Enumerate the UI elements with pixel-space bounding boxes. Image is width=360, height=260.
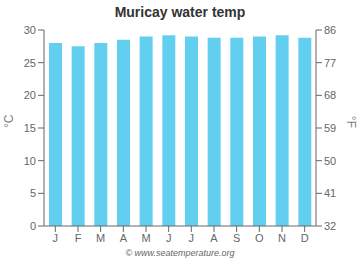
svg-text:86: 86: [324, 24, 336, 36]
svg-text:J: J: [53, 232, 59, 244]
svg-text:41: 41: [324, 187, 336, 199]
svg-text:D: D: [301, 232, 309, 244]
svg-text:20: 20: [24, 89, 36, 101]
svg-text:M: M: [96, 232, 105, 244]
html-text:Muricay water temp: Muricay water temp: [114, 4, 246, 20]
svg-text:F: F: [75, 232, 82, 244]
svg-text:M: M: [141, 232, 150, 244]
svg-text:N: N: [278, 232, 286, 244]
svg-text:°F: °F: [344, 116, 352, 128]
svg-text:59: 59: [324, 122, 336, 134]
svg-text:5: 5: [30, 187, 36, 199]
svg-text:J: J: [189, 232, 195, 244]
svg-text:0: 0: [30, 220, 36, 232]
html-text:© www.seatemperature.org: © www.seatemperature.org: [125, 248, 235, 258]
svg-text:68: 68: [324, 89, 336, 101]
svg-text:A: A: [120, 232, 128, 244]
svg-text:25: 25: [24, 57, 36, 69]
svg-text:S: S: [233, 232, 240, 244]
svg-text:°C: °C: [8, 114, 16, 128]
svg-text:30: 30: [24, 24, 36, 36]
svg-text:77: 77: [324, 57, 336, 69]
svg-text:A: A: [210, 232, 218, 244]
svg-text:50: 50: [324, 155, 336, 167]
svg-text:J: J: [166, 232, 172, 244]
svg-text:O: O: [255, 232, 264, 244]
svg-text:32: 32: [324, 220, 336, 232]
svg-text:10: 10: [24, 155, 36, 167]
svg-text:15: 15: [24, 122, 36, 134]
